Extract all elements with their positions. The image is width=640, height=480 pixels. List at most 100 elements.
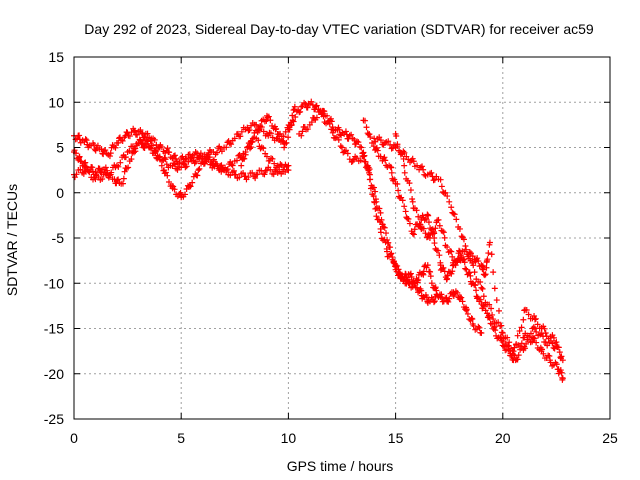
data-point bbox=[388, 169, 395, 176]
data-point bbox=[424, 262, 431, 269]
data-point bbox=[151, 136, 158, 143]
data-point bbox=[514, 332, 521, 339]
data-point bbox=[553, 361, 560, 368]
data-point bbox=[415, 289, 422, 296]
data-point bbox=[100, 151, 107, 158]
data-point bbox=[299, 103, 306, 110]
data-point bbox=[461, 259, 468, 266]
data-point bbox=[423, 215, 430, 222]
data-point bbox=[271, 160, 278, 167]
data-point bbox=[435, 216, 442, 223]
data-point bbox=[468, 281, 475, 288]
data-point bbox=[425, 219, 432, 226]
data-point bbox=[478, 284, 485, 291]
data-point bbox=[170, 153, 177, 160]
data-point bbox=[106, 153, 113, 160]
data-point bbox=[356, 143, 363, 150]
data-point bbox=[436, 252, 443, 259]
data-point bbox=[298, 132, 305, 139]
data-point bbox=[409, 198, 416, 205]
data-point bbox=[255, 137, 262, 144]
data-point bbox=[308, 119, 315, 126]
data-point bbox=[308, 98, 315, 105]
data-point bbox=[261, 171, 268, 178]
x-axis-label: GPS time / hours bbox=[287, 458, 394, 474]
data-point bbox=[297, 108, 304, 115]
data-point bbox=[394, 141, 401, 148]
x-tick-label: 20 bbox=[495, 430, 511, 446]
data-point bbox=[142, 134, 149, 141]
data-point bbox=[457, 295, 464, 302]
data-point bbox=[530, 324, 537, 331]
data-point bbox=[467, 272, 474, 279]
data-point bbox=[162, 169, 169, 176]
data-point bbox=[542, 330, 549, 337]
data-point bbox=[207, 161, 214, 168]
data-point bbox=[286, 126, 293, 133]
data-point bbox=[448, 204, 455, 211]
data-point bbox=[552, 339, 559, 346]
data-point bbox=[163, 161, 170, 168]
data-point bbox=[440, 264, 447, 271]
data-point bbox=[518, 340, 525, 347]
data-point bbox=[249, 135, 256, 142]
data-point bbox=[237, 133, 244, 140]
data-point bbox=[558, 369, 565, 376]
data-point bbox=[450, 210, 457, 217]
data-point bbox=[374, 147, 381, 154]
data-point bbox=[402, 208, 409, 215]
grid-lines bbox=[74, 57, 610, 419]
data-point bbox=[484, 256, 491, 263]
data-point bbox=[102, 147, 109, 154]
data-point bbox=[189, 179, 196, 186]
y-tick-label: 15 bbox=[48, 49, 64, 65]
data-point bbox=[559, 375, 566, 382]
data-point bbox=[121, 168, 128, 175]
data-point bbox=[411, 226, 418, 233]
data-point bbox=[557, 367, 564, 374]
data-point bbox=[498, 329, 505, 336]
data-point bbox=[115, 163, 122, 170]
data-point bbox=[507, 350, 514, 357]
data-point bbox=[309, 102, 316, 109]
data-point bbox=[242, 173, 249, 180]
data-point bbox=[454, 289, 461, 296]
data-point bbox=[540, 350, 547, 357]
data-point bbox=[270, 171, 277, 178]
data-point bbox=[385, 138, 392, 145]
data-point bbox=[342, 147, 349, 154]
data-point bbox=[418, 287, 425, 294]
data-point bbox=[550, 344, 557, 351]
data-point bbox=[298, 103, 305, 110]
data-point bbox=[442, 189, 449, 196]
data-point bbox=[499, 330, 506, 337]
data-point bbox=[335, 136, 342, 143]
data-point bbox=[245, 174, 252, 181]
data-point bbox=[439, 265, 446, 272]
data-point bbox=[361, 158, 368, 165]
data-point bbox=[164, 172, 171, 179]
data-point bbox=[231, 135, 238, 142]
data-point bbox=[436, 222, 443, 229]
data-point bbox=[249, 169, 256, 176]
data-point bbox=[94, 142, 101, 149]
data-point bbox=[357, 157, 364, 164]
data-point bbox=[279, 168, 286, 175]
data-point bbox=[223, 144, 230, 151]
data-point bbox=[373, 213, 380, 220]
data-point bbox=[388, 250, 395, 257]
data-point bbox=[441, 234, 448, 241]
data-point bbox=[279, 137, 286, 144]
data-point bbox=[125, 164, 132, 171]
data-point bbox=[153, 148, 160, 155]
data-point bbox=[477, 296, 484, 303]
data-point bbox=[538, 346, 545, 353]
data-point bbox=[338, 132, 345, 139]
data-point bbox=[438, 183, 445, 190]
data-point bbox=[546, 353, 553, 360]
data-point bbox=[128, 156, 135, 163]
data-point bbox=[108, 169, 115, 176]
data-point bbox=[226, 140, 233, 147]
data-point bbox=[291, 103, 298, 110]
